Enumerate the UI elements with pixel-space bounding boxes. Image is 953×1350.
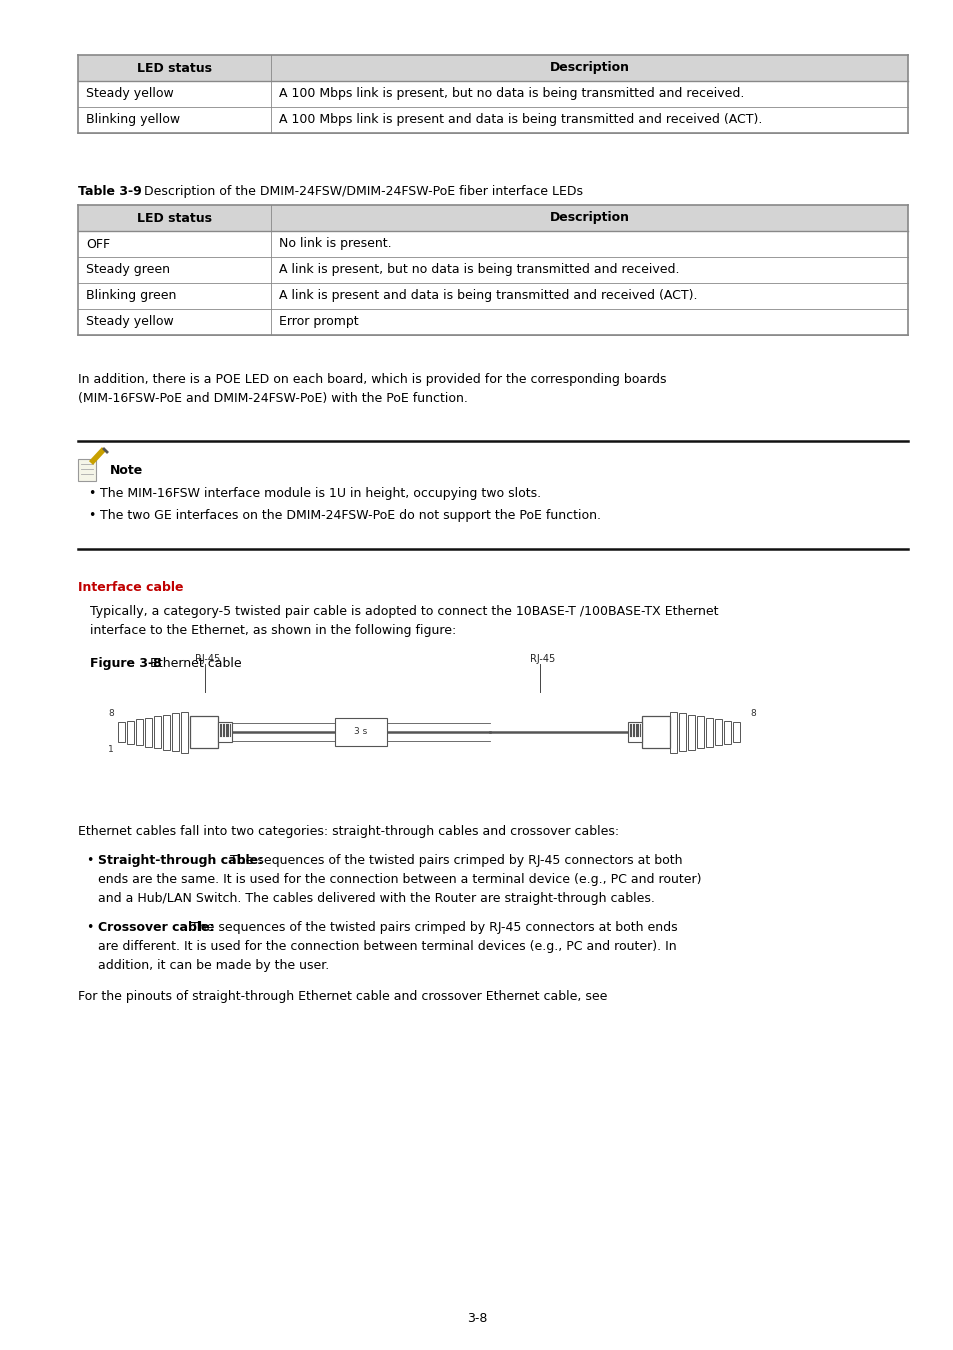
Text: 1: 1: [108, 745, 113, 755]
Text: Error prompt: Error prompt: [278, 316, 358, 328]
Bar: [641, 716, 669, 748]
Bar: [181, 711, 188, 752]
Bar: [679, 713, 685, 751]
Bar: [78, 205, 907, 231]
Text: Description: Description: [549, 212, 629, 224]
Text: ends are the same. It is used for the connection between a terminal device (e.g.: ends are the same. It is used for the co…: [98, 873, 700, 886]
Text: The sequences of the twisted pairs crimped by RJ-45 connectors at both: The sequences of the twisted pairs crimp…: [226, 855, 681, 867]
Text: •: •: [86, 921, 93, 934]
Bar: [714, 720, 721, 745]
Text: A link is present, but no data is being transmitted and received.: A link is present, but no data is being …: [278, 263, 679, 277]
Text: OFF: OFF: [86, 238, 110, 251]
Text: Blinking yellow: Blinking yellow: [86, 113, 180, 127]
Text: 3-8: 3-8: [466, 1311, 487, 1324]
Text: and a Hub/LAN Switch. The cables delivered with the Router are straight-through : and a Hub/LAN Switch. The cables deliver…: [98, 892, 654, 904]
Text: The MIM-16FSW interface module is 1U in height, occupying two slots.: The MIM-16FSW interface module is 1U in …: [100, 487, 540, 500]
Text: Steady green: Steady green: [86, 263, 170, 277]
Text: The sequences of the twisted pairs crimped by RJ-45 connectors at both ends: The sequences of the twisted pairs crimp…: [187, 921, 677, 934]
Bar: [163, 714, 170, 749]
Text: RJ-45: RJ-45: [530, 653, 555, 664]
Bar: [669, 711, 677, 752]
Text: •: •: [88, 509, 95, 522]
Text: 8: 8: [108, 710, 113, 718]
Text: A 100 Mbps link is present and data is being transmitted and received (ACT).: A 100 Mbps link is present and data is b…: [278, 113, 761, 127]
Text: In addition, there is a POE LED on each board, which is provided for the corresp: In addition, there is a POE LED on each …: [78, 373, 666, 386]
Text: interface to the Ethernet, as shown in the following figure:: interface to the Ethernet, as shown in t…: [90, 624, 456, 637]
Bar: [335, 718, 387, 747]
Text: Crossover cable:: Crossover cable:: [98, 921, 214, 934]
Text: The two GE interfaces on the DMIM-24FSW-PoE do not support the PoE function.: The two GE interfaces on the DMIM-24FSW-…: [100, 509, 600, 522]
Bar: [153, 716, 161, 748]
Bar: [172, 713, 179, 751]
Bar: [136, 720, 143, 745]
Text: (MIM-16FSW-PoE and DMIM-24FSW-PoE) with the PoE function.: (MIM-16FSW-PoE and DMIM-24FSW-PoE) with …: [78, 392, 467, 405]
Text: LED status: LED status: [137, 62, 212, 74]
Text: Interface cable: Interface cable: [78, 580, 183, 594]
Bar: [218, 722, 232, 742]
Text: Figure 3-8: Figure 3-8: [90, 657, 162, 670]
Text: Description of the DMIM-24FSW/DMIM-24FSW-PoE fiber interface LEDs: Description of the DMIM-24FSW/DMIM-24FSW…: [140, 185, 582, 198]
Text: •: •: [86, 855, 93, 867]
Text: Ethernet cables fall into two categories: straight-through cables and crossover : Ethernet cables fall into two categories…: [78, 825, 618, 838]
Text: Straight-through cable:: Straight-through cable:: [98, 855, 263, 867]
Text: are different. It is used for the connection between terminal devices (e.g., PC : are different. It is used for the connec…: [98, 940, 676, 953]
Bar: [687, 714, 695, 749]
Bar: [145, 717, 152, 747]
Bar: [127, 721, 133, 744]
Bar: [118, 722, 125, 742]
Text: Blinking green: Blinking green: [86, 289, 176, 302]
Text: A 100 Mbps link is present, but no data is being transmitted and received.: A 100 Mbps link is present, but no data …: [278, 88, 743, 100]
Text: RJ-45: RJ-45: [194, 653, 220, 664]
Text: A link is present and data is being transmitted and received (ACT).: A link is present and data is being tran…: [278, 289, 697, 302]
Bar: [697, 716, 703, 748]
Text: Typically, a category-5 twisted pair cable is adopted to connect the 10BASE-T /1: Typically, a category-5 twisted pair cab…: [90, 605, 718, 618]
Text: Note: Note: [110, 464, 143, 477]
Bar: [78, 459, 96, 481]
Bar: [732, 722, 740, 742]
Bar: [190, 716, 218, 748]
Text: 3 s: 3 s: [354, 728, 367, 737]
Text: Ethernet cable: Ethernet cable: [146, 657, 241, 670]
Bar: [627, 722, 641, 742]
Bar: [78, 55, 907, 81]
Text: For the pinouts of straight-through Ethernet cable and crossover Ethernet cable,: For the pinouts of straight-through Ethe…: [78, 990, 607, 1003]
Text: No link is present.: No link is present.: [278, 238, 392, 251]
Text: Steady yellow: Steady yellow: [86, 88, 173, 100]
Bar: [705, 717, 712, 747]
Text: 8: 8: [749, 710, 755, 718]
Text: addition, it can be made by the user.: addition, it can be made by the user.: [98, 958, 329, 972]
Text: Table 3-9: Table 3-9: [78, 185, 142, 198]
Text: •: •: [88, 487, 95, 500]
Text: LED status: LED status: [137, 212, 212, 224]
Text: Steady yellow: Steady yellow: [86, 316, 173, 328]
Bar: [723, 721, 730, 744]
Text: Description: Description: [549, 62, 629, 74]
